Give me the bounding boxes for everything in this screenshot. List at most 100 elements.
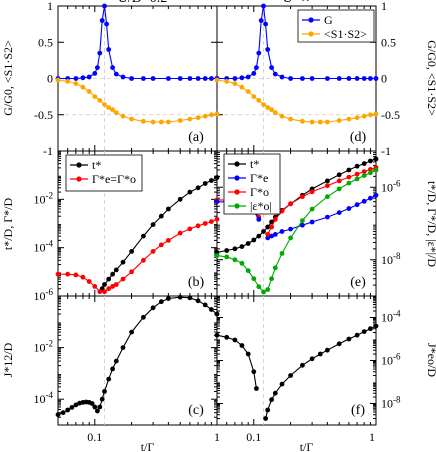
y-axis-label-c: J*12/D — [1, 342, 15, 377]
data-point-e-3 — [269, 276, 274, 282]
data-point-d-1 — [373, 111, 379, 117]
series-line-b-0 — [101, 177, 218, 289]
data-point-a-1 — [106, 105, 112, 110]
data-point-b-1 — [141, 257, 146, 263]
data-point-a-1 — [110, 107, 115, 113]
data-point-e-3 — [288, 235, 293, 241]
data-point-f-0 — [245, 351, 251, 357]
data-point-a-1 — [65, 79, 71, 84]
x-tick-label-c: 0.1 — [87, 430, 102, 444]
data-point-d-0 — [300, 76, 305, 81]
legend-marker-e — [234, 189, 240, 195]
data-point-a-0 — [73, 76, 79, 81]
data-point-c-0 — [89, 401, 95, 406]
data-point-f-1 — [279, 381, 285, 387]
data-point-d-0 — [272, 71, 278, 77]
data-point-b-0 — [150, 222, 156, 228]
data-point-e-2 — [368, 167, 373, 172]
data-point-c-0 — [92, 404, 98, 410]
data-point-d-1 — [256, 97, 262, 103]
data-point-e-0 — [251, 237, 257, 243]
data-point-c-0 — [69, 405, 75, 410]
data-point-f-1 — [309, 356, 315, 362]
data-point-a-0 — [99, 18, 105, 23]
legend-label-e: Γ*o — [250, 185, 269, 199]
data-point-a-1 — [141, 118, 146, 124]
data-point-d-1 — [309, 119, 315, 125]
data-point-c-0 — [97, 404, 103, 410]
data-point-b-1 — [209, 219, 214, 225]
data-point-b-0 — [106, 276, 112, 282]
data-point-d-1 — [361, 113, 367, 119]
data-point-a-1 — [120, 113, 126, 119]
series-line-f-0 — [216, 334, 257, 389]
data-point-a-0 — [113, 71, 119, 77]
panel-title-d: U=∞ — [283, 0, 311, 6]
data-point-d-0 — [269, 65, 274, 70]
data-point-a-1 — [73, 81, 79, 86]
data-point-d-1 — [251, 94, 257, 99]
data-point-f-1 — [317, 351, 323, 357]
data-point-d-0 — [251, 71, 257, 76]
data-point-e-0 — [224, 248, 230, 253]
data-point-a-0 — [129, 76, 135, 81]
data-point-f-1 — [336, 341, 342, 347]
data-point-d-0 — [279, 74, 285, 80]
data-point-f-1 — [373, 323, 379, 329]
panel-title-a: U/D=0.2 — [118, 0, 168, 6]
data-point-a-1 — [158, 119, 164, 125]
data-point-e-1 — [288, 226, 293, 232]
y-tick-label-b: 10-4 — [34, 239, 54, 255]
data-point-a-1 — [92, 94, 98, 99]
legend-label-e: Γ*e — [250, 171, 268, 185]
data-point-b-1 — [129, 269, 135, 275]
data-point-f-0 — [254, 386, 259, 391]
data-point-b-1 — [214, 216, 220, 222]
data-point-b-1 — [110, 284, 115, 289]
data-point-d-1 — [245, 89, 251, 94]
data-point-e-3 — [214, 253, 220, 258]
data-point-e-2 — [336, 178, 342, 184]
data-point-e-2 — [354, 171, 360, 177]
data-point-e-0 — [256, 233, 262, 239]
y-axis-label-e: t*/D, Γ*/D, |ε*|/D — [425, 181, 436, 267]
y-axis-label-b: t*/D, Γ*/D — [1, 198, 15, 251]
data-point-d-0 — [288, 76, 293, 81]
data-point-f-1 — [346, 336, 352, 342]
data-point-d-0 — [354, 76, 360, 81]
data-point-d-1 — [232, 81, 238, 86]
data-point-a-1 — [80, 84, 86, 90]
data-point-b-0 — [113, 267, 119, 273]
data-point-f-1 — [325, 347, 330, 353]
data-point-d-1 — [279, 113, 285, 119]
data-point-a-0 — [102, 3, 107, 9]
data-point-c-0 — [65, 407, 71, 413]
panel-letter-a: (a) — [188, 130, 204, 145]
data-point-a-1 — [209, 112, 214, 118]
data-point-b-0 — [209, 178, 214, 183]
data-point-e-3 — [368, 170, 373, 176]
data-point-a-1 — [97, 97, 103, 103]
data-point-e-1 — [361, 198, 367, 204]
data-point-b-1 — [166, 238, 171, 243]
data-point-e-0 — [245, 241, 251, 246]
data-point-e-1 — [346, 206, 352, 211]
data-point-e-1 — [279, 229, 285, 234]
panel-letter-d: (d) — [350, 130, 367, 145]
data-point-a-0 — [104, 21, 109, 27]
data-point-c-0 — [209, 307, 214, 312]
y-axis-label-f: J*eo/D — [425, 343, 436, 377]
data-point-a-1 — [86, 89, 92, 94]
legend-marker-b — [76, 162, 82, 168]
data-point-d-1 — [336, 118, 342, 123]
legend-label-d: G — [324, 13, 333, 27]
y-tick-label-d: 1 — [381, 0, 387, 13]
data-point-e-0 — [232, 246, 238, 252]
data-point-b-1 — [73, 272, 79, 278]
data-point-e-0 — [336, 172, 342, 178]
y-tick-label-f: 10-6 — [381, 352, 401, 368]
data-point-a-1 — [202, 113, 208, 119]
data-point-a-1 — [55, 77, 61, 83]
data-point-e-1 — [368, 195, 373, 201]
